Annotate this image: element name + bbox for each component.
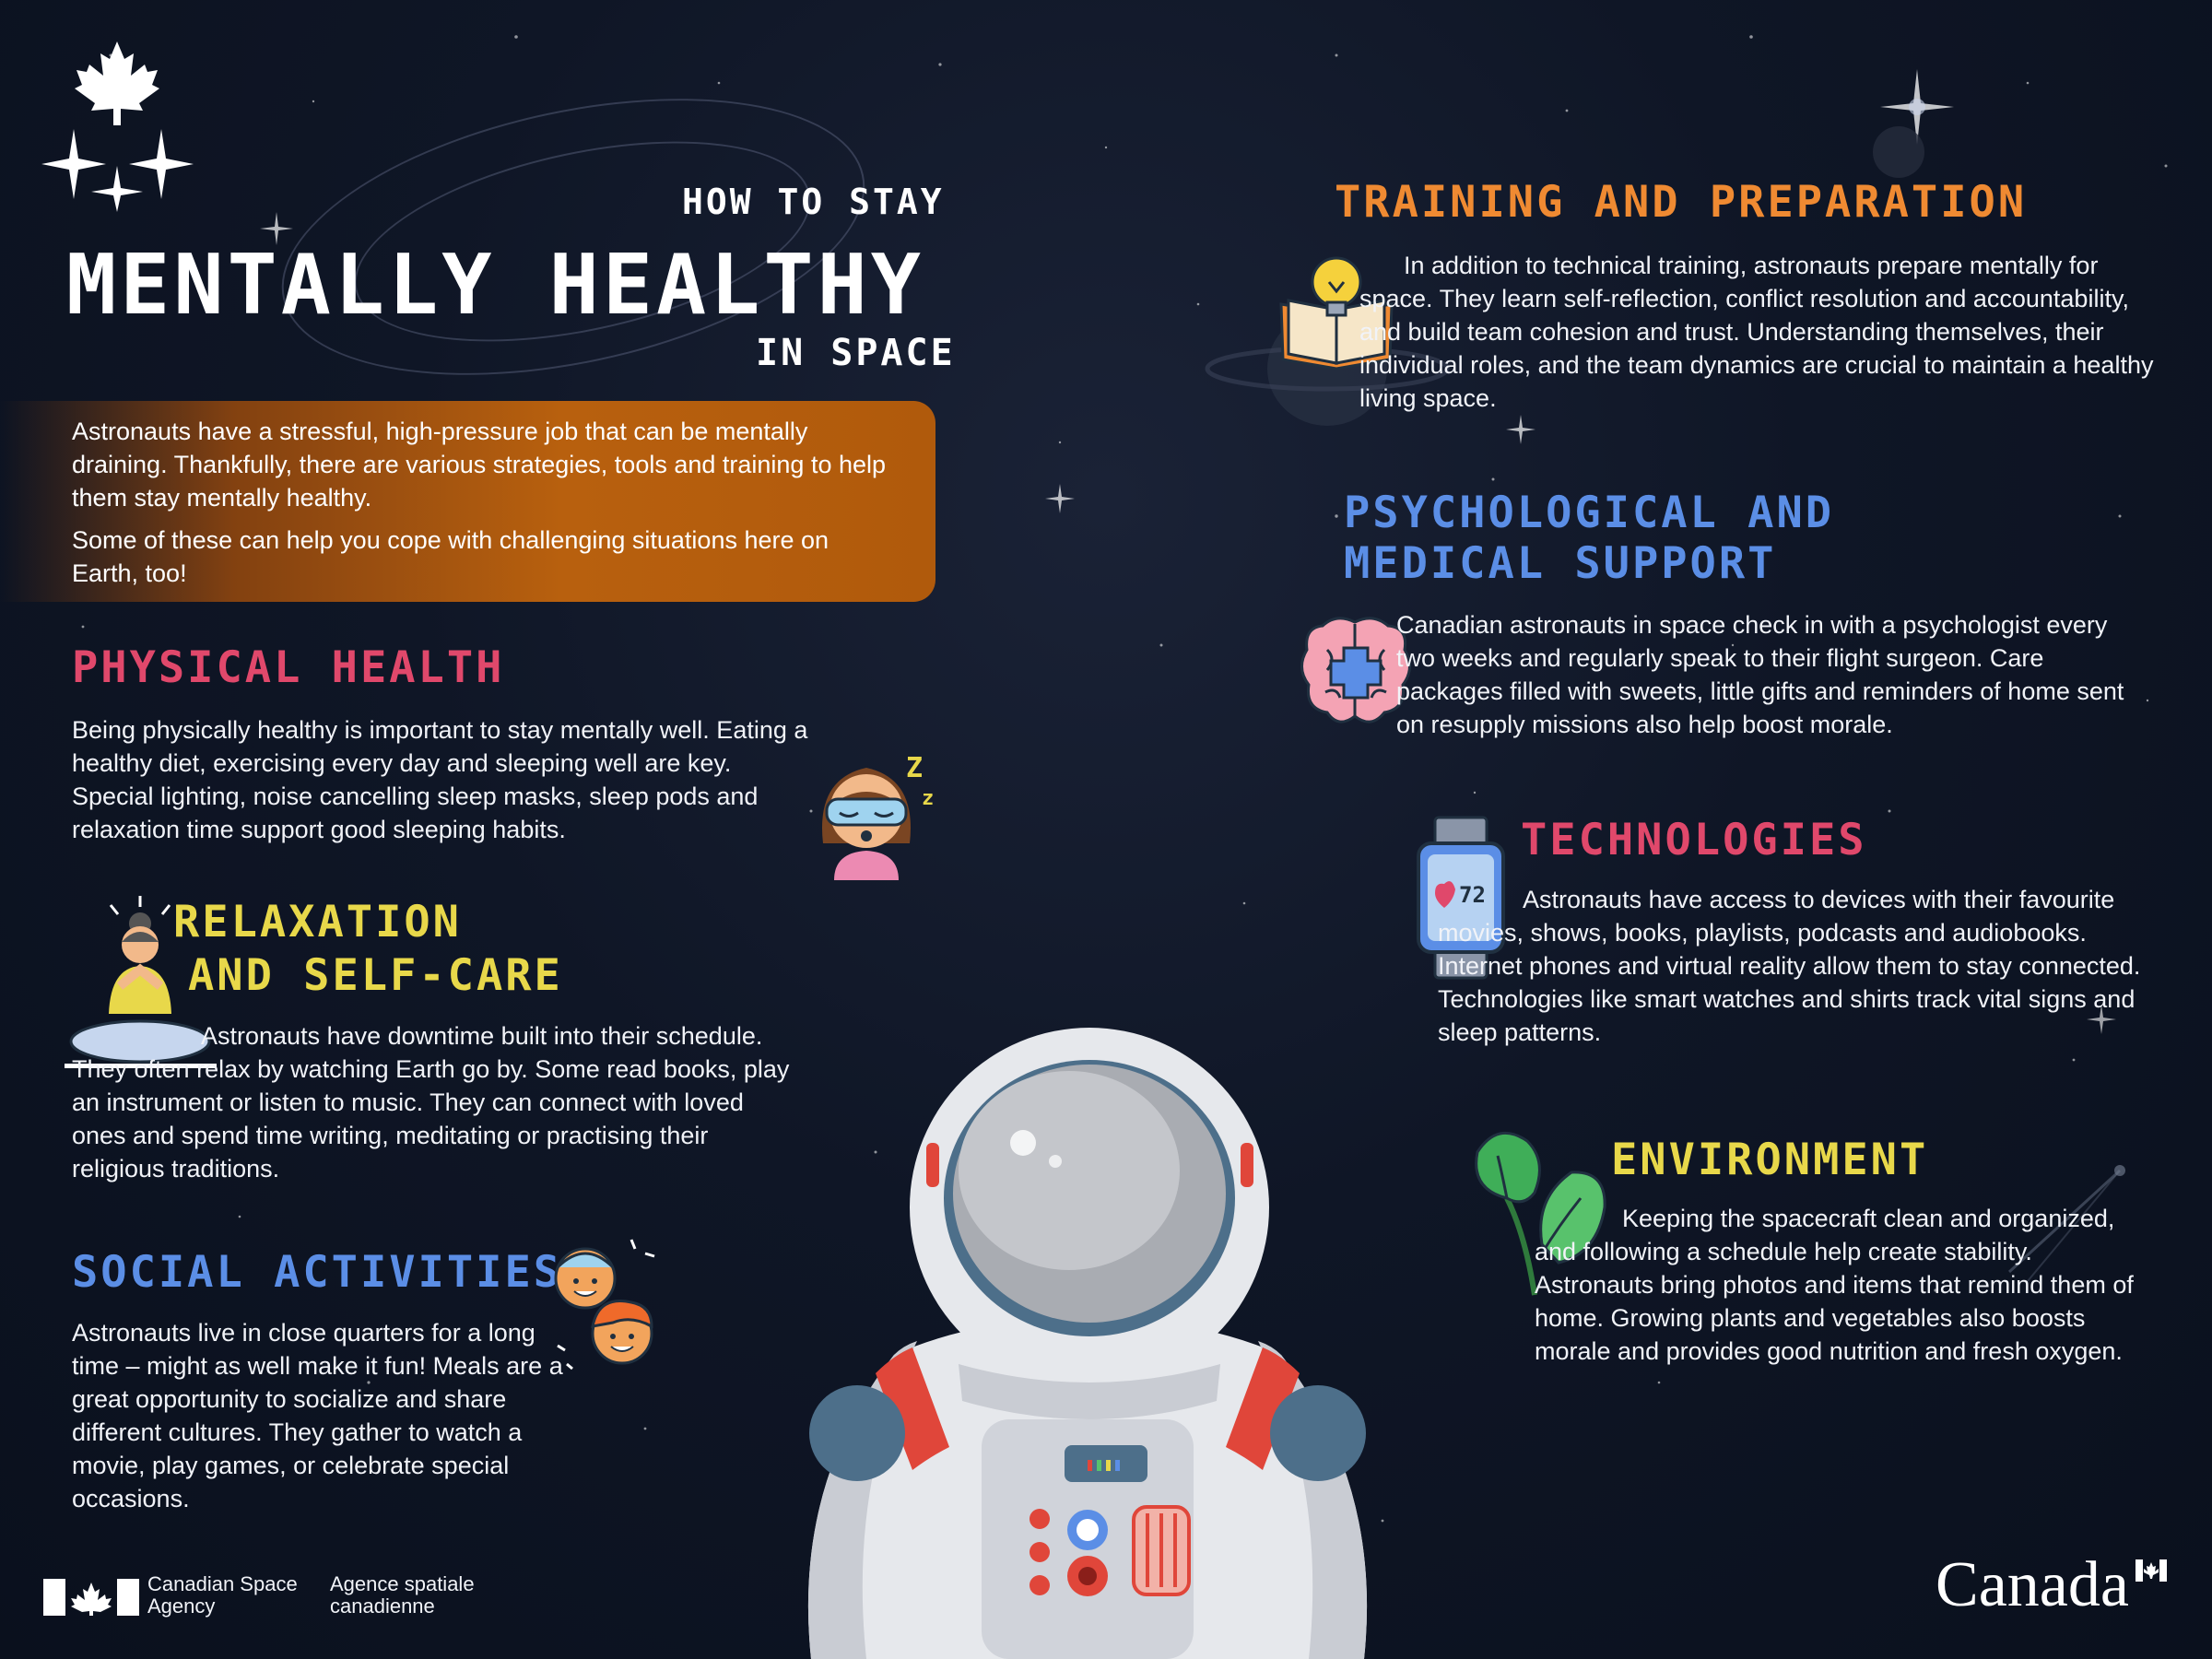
psych-text: Canadian astronauts in space check in wi…	[1396, 611, 2124, 738]
page-title: MENTALLY HEALTHY	[66, 237, 924, 334]
astronaut-icon	[756, 968, 1419, 1659]
training-text: In addition to technical training, astro…	[1359, 252, 2154, 412]
environment-text: Keeping the spacecraft clean and organiz…	[1535, 1205, 2134, 1365]
social-text: Astronauts live in close quarters for a …	[72, 1319, 563, 1512]
physical-health-title: PHYSICAL HEALTH	[72, 642, 505, 693]
psych-title-1: PSYCHOLOGICAL AND	[1344, 488, 1835, 538]
agency-name-en-2: Agency	[147, 1594, 216, 1618]
smartwatch-icon: 72	[1415, 816, 1507, 980]
relaxation-title-2: AND SELF-CARE	[188, 950, 563, 1001]
agency-name-en-1: Canadian Space	[147, 1572, 298, 1595]
agency-name-fr-2: canadienne	[330, 1594, 435, 1618]
brain-medical-icon	[1300, 613, 1412, 731]
agency-name-fr-1: Agence spatiale	[330, 1572, 475, 1595]
wordmark-flag-icon	[2136, 1559, 2167, 1582]
svg-text:z: z	[922, 787, 934, 810]
title-bottom: IN SPACE	[756, 332, 956, 374]
intro-panel: Astronauts have a stressful, high-pressu…	[0, 401, 935, 602]
relaxation-title-1: RELAXATION	[173, 897, 462, 947]
physical-health-text: Being physically healthy is important to…	[72, 716, 808, 843]
lightbulb-book-icon	[1272, 249, 1401, 378]
environment-title: ENVIRONMENT	[1611, 1135, 1929, 1185]
meditating-person-icon	[65, 894, 217, 1074]
leafy-plant-icon	[1470, 1124, 1608, 1300]
technologies-text: Astronauts have access to devices with t…	[1438, 886, 2141, 1046]
maple-leaf-stars-icon	[41, 37, 194, 212]
canada-flag-icon	[43, 1579, 139, 1616]
psych-title-2: MEDICAL SUPPORT	[1344, 538, 1777, 589]
technologies-title: TECHNOLOGIES	[1521, 815, 1867, 865]
intro-paragraph-1: Astronauts have a stressful, high-pressu…	[72, 418, 887, 512]
two-faces-icon	[539, 1230, 668, 1378]
intro-paragraph-2: Some of these can help you cope with cha…	[72, 526, 830, 587]
social-title: SOCIAL ACTIVITIES	[72, 1247, 563, 1298]
watch-reading: 72	[1459, 882, 1486, 908]
training-title: TRAINING AND PREPARATION	[1335, 177, 2028, 228]
relaxation-text: Astronauts have downtime built into thei…	[72, 1022, 790, 1182]
title-top: HOW TO STAY	[682, 182, 945, 222]
sleep-mask-person-icon: Z z	[806, 742, 945, 880]
canada-wordmark: Canada	[1936, 1549, 2129, 1620]
svg-text:Z: Z	[906, 752, 923, 784]
